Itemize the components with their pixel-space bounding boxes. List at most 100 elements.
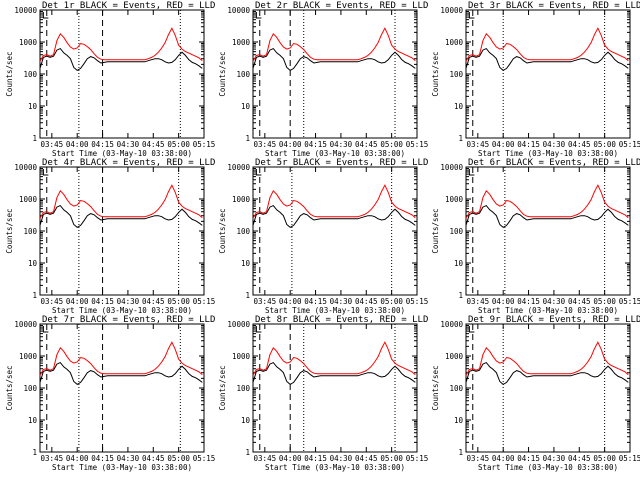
x-axis-label: Start Time (03-May-10 03:38:00) bbox=[478, 306, 618, 315]
y-tick-label: 10000 bbox=[14, 6, 37, 15]
y-tick-label: 100 bbox=[23, 70, 37, 79]
y-tick-label: 10 bbox=[241, 102, 251, 111]
x-tick-label: 04:15 bbox=[517, 454, 540, 463]
x-tick-label: 04:00 bbox=[66, 454, 89, 463]
x-tick-label: 04:30 bbox=[117, 297, 140, 306]
x-tick-label: 05:15 bbox=[619, 454, 640, 463]
series-lld-line bbox=[39, 184, 203, 219]
x-tick-label: 04:00 bbox=[66, 140, 89, 149]
x-tick-label: 04:30 bbox=[117, 454, 140, 463]
y-tick-label: 1 bbox=[32, 448, 37, 457]
y-tick-label: 1000 bbox=[19, 38, 38, 47]
panel-2: Det 2r BLACK = Events, RED = LLD 1 10 100 10… bbox=[218, 1, 428, 158]
y-tick-label: 10000 bbox=[440, 6, 463, 15]
y-axis-label: Counts/sec bbox=[218, 365, 227, 410]
y-tick-label: 10 bbox=[28, 259, 38, 268]
y-tick-label: 1000 bbox=[232, 38, 251, 47]
y-tick-label: 10 bbox=[241, 416, 251, 425]
series-events-line bbox=[39, 204, 203, 229]
panel-3: Det 3r BLACK = Events, RED = LLD 1 10 100 10… bbox=[431, 1, 640, 158]
panel-title: Det 8r BLACK = Events, RED = LLD bbox=[255, 315, 428, 325]
x-tick-label: 04:30 bbox=[330, 140, 353, 149]
plot-frame bbox=[252, 9, 418, 139]
x-tick-label: 05:00 bbox=[380, 454, 403, 463]
panel-7: Det 7r BLACK = Events, RED = LLD 1 10 100 10… bbox=[5, 315, 215, 472]
series-lld-line bbox=[252, 184, 416, 219]
y-tick-label: 100 bbox=[23, 384, 37, 393]
y-tick-label: 1 bbox=[32, 291, 37, 300]
corner-marker bbox=[255, 169, 262, 176]
panel-title: Det 1r BLACK = Events, RED = LLD bbox=[42, 1, 215, 11]
plot-frame bbox=[465, 323, 631, 453]
panel-title: Det 7r BLACK = Events, RED = LLD bbox=[42, 315, 215, 325]
x-axis-label: Start Time (03-May-10 03:38:00) bbox=[478, 463, 618, 472]
x-tick-label: 03:45 bbox=[254, 140, 277, 149]
y-axis-label: Counts/sec bbox=[431, 51, 440, 96]
x-tick-label: 03:45 bbox=[41, 297, 64, 306]
x-tick-label: 04:00 bbox=[279, 140, 302, 149]
x-axis-label: Start Time (03-May-10 03:38:00) bbox=[265, 149, 405, 158]
y-tick-label: 1000 bbox=[232, 352, 251, 361]
y-tick-label: 1000 bbox=[19, 352, 38, 361]
panel-title: Det 4r BLACK = Events, RED = LLD bbox=[42, 158, 215, 168]
x-tick-label: 05:00 bbox=[380, 297, 403, 306]
x-axis-label: Start Time (03-May-10 03:38:00) bbox=[265, 306, 405, 315]
panel-title: Det 5r BLACK = Events, RED = LLD bbox=[255, 158, 428, 168]
x-tick-label: 05:15 bbox=[193, 140, 216, 149]
plot-frame bbox=[465, 9, 631, 139]
x-axis-label: Start Time (03-May-10 03:38:00) bbox=[265, 463, 405, 472]
corner-marker bbox=[255, 12, 262, 19]
x-tick-label: 04:15 bbox=[91, 140, 114, 149]
x-tick-label: 05:00 bbox=[167, 297, 190, 306]
corner-marker bbox=[42, 326, 49, 333]
y-axis-label: Counts/sec bbox=[431, 365, 440, 410]
series-lld-line bbox=[252, 341, 416, 376]
x-tick-label: 05:15 bbox=[406, 140, 429, 149]
y-tick-label: 10 bbox=[454, 102, 464, 111]
y-tick-label: 10000 bbox=[14, 320, 37, 329]
x-tick-label: 04:30 bbox=[543, 140, 566, 149]
y-tick-label: 1 bbox=[245, 291, 250, 300]
x-tick-label: 05:15 bbox=[406, 297, 429, 306]
plot-frame bbox=[252, 166, 418, 296]
x-tick-label: 03:45 bbox=[467, 140, 490, 149]
x-tick-label: 04:00 bbox=[492, 454, 515, 463]
x-tick-label: 04:15 bbox=[91, 454, 114, 463]
y-tick-label: 10 bbox=[454, 416, 464, 425]
x-tick-label: 04:45 bbox=[355, 140, 378, 149]
x-tick-label: 05:15 bbox=[619, 140, 640, 149]
x-tick-label: 04:30 bbox=[543, 454, 566, 463]
x-tick-label: 04:30 bbox=[330, 297, 353, 306]
x-axis-label: Start Time (03-May-10 03:38:00) bbox=[52, 463, 192, 472]
x-tick-label: 05:00 bbox=[167, 454, 190, 463]
series-events-line bbox=[465, 47, 629, 72]
y-tick-label: 10000 bbox=[227, 320, 250, 329]
x-tick-label: 04:00 bbox=[66, 297, 89, 306]
x-tick-label: 04:00 bbox=[492, 297, 515, 306]
x-tick-label: 05:15 bbox=[193, 297, 216, 306]
x-tick-label: 04:00 bbox=[279, 297, 302, 306]
x-tick-label: 03:45 bbox=[467, 297, 490, 306]
y-tick-label: 10000 bbox=[14, 163, 37, 172]
series-lld-line bbox=[252, 27, 416, 62]
x-tick-label: 04:15 bbox=[91, 297, 114, 306]
y-tick-label: 100 bbox=[236, 70, 250, 79]
series-events-line bbox=[465, 204, 629, 229]
panel-title: Det 2r BLACK = Events, RED = LLD bbox=[255, 1, 428, 11]
y-axis-label: Counts/sec bbox=[218, 208, 227, 253]
x-tick-label: 03:45 bbox=[467, 454, 490, 463]
panel-5: Det 5r BLACK = Events, RED = LLD 1 10 100 10… bbox=[218, 158, 428, 315]
series-events-line bbox=[252, 361, 416, 386]
y-tick-label: 1000 bbox=[445, 195, 464, 204]
x-tick-label: 03:45 bbox=[254, 297, 277, 306]
x-tick-label: 04:45 bbox=[568, 454, 591, 463]
series-lld-line bbox=[465, 184, 629, 219]
x-tick-label: 04:15 bbox=[517, 297, 540, 306]
x-tick-label: 04:15 bbox=[304, 454, 327, 463]
y-axis-label: Counts/sec bbox=[5, 365, 14, 410]
y-tick-label: 1 bbox=[458, 448, 463, 457]
x-tick-label: 04:45 bbox=[142, 454, 165, 463]
corner-marker bbox=[42, 169, 49, 176]
y-tick-label: 1 bbox=[458, 134, 463, 143]
